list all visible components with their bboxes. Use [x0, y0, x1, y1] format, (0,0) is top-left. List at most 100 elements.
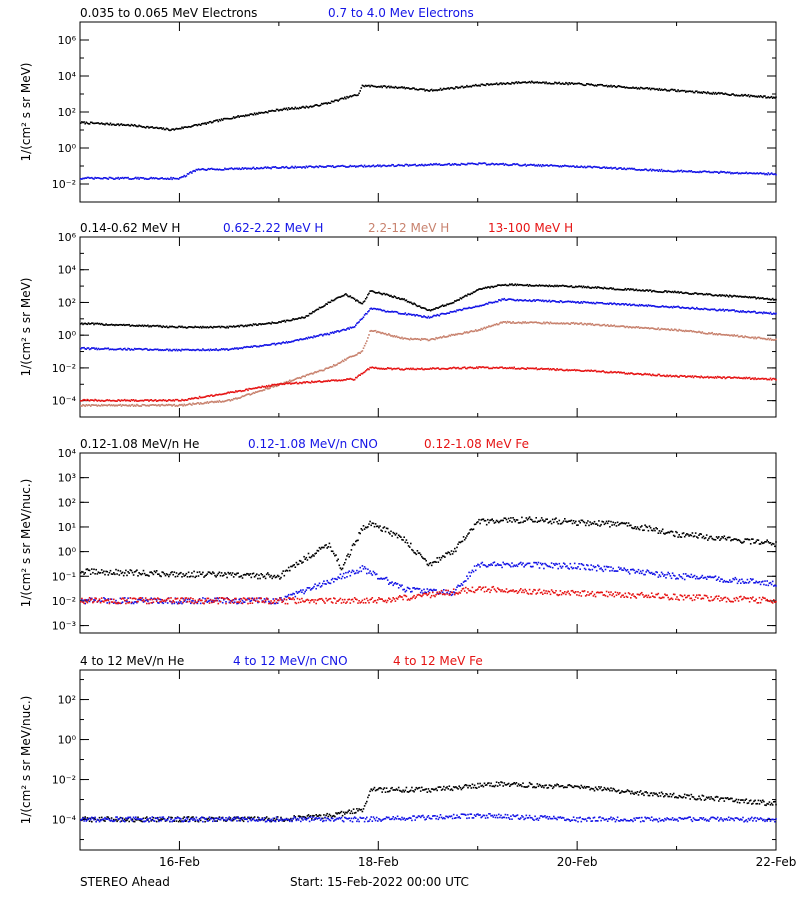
data-point: [263, 575, 266, 578]
data-point: [715, 536, 718, 538]
data-point: [347, 378, 349, 380]
data-point: [92, 177, 94, 180]
data-point: [444, 163, 446, 166]
data-point: [380, 165, 382, 168]
data-point: [375, 331, 378, 334]
data-point: [182, 399, 184, 401]
data-point: [394, 296, 397, 298]
data-point: [478, 84, 480, 87]
data-point: [336, 363, 338, 366]
data-point: [480, 519, 482, 521]
data-point: [253, 345, 256, 347]
data-point: [589, 302, 591, 304]
data-point: [127, 347, 129, 350]
data-point: [268, 322, 270, 324]
data-point: [758, 96, 761, 98]
data-point: [303, 166, 305, 168]
data-point: [549, 321, 552, 324]
data-point: [543, 368, 545, 370]
data-point: [371, 522, 374, 524]
data-point: [306, 373, 309, 376]
data-point: [174, 398, 177, 401]
data-point: [411, 314, 413, 316]
data-point: [433, 561, 435, 563]
data-point: [346, 328, 348, 330]
data-point: [155, 400, 158, 402]
data-point: [597, 370, 599, 373]
data-point: [393, 582, 396, 585]
data-point: [198, 571, 201, 573]
data-point: [621, 372, 623, 374]
data-point: [555, 369, 557, 372]
data-point: [676, 329, 678, 332]
data-point: [129, 405, 132, 407]
data-point: [527, 81, 530, 84]
data-point: [264, 601, 267, 603]
data-point: [644, 326, 646, 329]
data-point: [119, 123, 122, 126]
data-point: [623, 167, 625, 169]
data-point: [636, 526, 639, 528]
data-point: [597, 524, 599, 527]
y-tick-label: 10⁰: [58, 546, 77, 559]
data-point: [766, 539, 768, 541]
data-point: [690, 90, 693, 93]
data-point: [375, 308, 378, 311]
data-point: [547, 285, 550, 288]
data-point: [726, 295, 729, 297]
data-point: [654, 374, 656, 377]
data-point: [392, 584, 394, 587]
data-point: [714, 539, 717, 541]
data-point: [622, 371, 624, 374]
data-point: [490, 519, 492, 521]
data-point: [336, 165, 338, 168]
data-point: [130, 602, 133, 605]
data-point: [675, 90, 677, 92]
data-point: [507, 284, 510, 287]
data-point: [513, 366, 515, 369]
data-point: [533, 285, 535, 287]
data-point: [459, 164, 462, 166]
data-point: [150, 176, 152, 179]
data-point: [648, 169, 651, 171]
data-point: [668, 290, 671, 293]
data-point: [404, 368, 407, 370]
data-point: [132, 574, 135, 576]
data-point: [702, 91, 705, 93]
data-point: [636, 289, 639, 292]
data-point: [124, 124, 126, 126]
data-point: [170, 349, 172, 352]
data-point: [627, 167, 630, 170]
data-point: [334, 364, 336, 367]
data-point: [490, 163, 492, 165]
data-point: [483, 162, 486, 164]
data-point: [643, 529, 645, 531]
data-point: [396, 297, 399, 300]
data-point: [154, 177, 157, 179]
data-point: [95, 347, 97, 350]
data-point: [408, 88, 411, 90]
data-point: [88, 123, 91, 125]
data-point: [333, 166, 335, 168]
data-point: [510, 284, 512, 286]
data-point: [720, 333, 722, 336]
data-point: [466, 575, 468, 577]
data-point: [102, 123, 104, 125]
data-point: [97, 177, 100, 179]
data-point: [184, 348, 187, 351]
data-point: [228, 399, 231, 401]
data-point: [699, 331, 701, 333]
data-point: [606, 371, 609, 374]
data-point: [637, 289, 640, 292]
data-point: [118, 124, 121, 127]
data-point: [606, 324, 609, 326]
data-point: [221, 348, 224, 351]
data-point: [483, 287, 486, 290]
data-point: [760, 297, 763, 300]
data-point: [592, 166, 595, 168]
data-point: [656, 374, 658, 377]
data-point: [253, 112, 256, 114]
data-point: [239, 597, 242, 600]
data-point: [115, 124, 117, 126]
data-point: [556, 284, 558, 287]
